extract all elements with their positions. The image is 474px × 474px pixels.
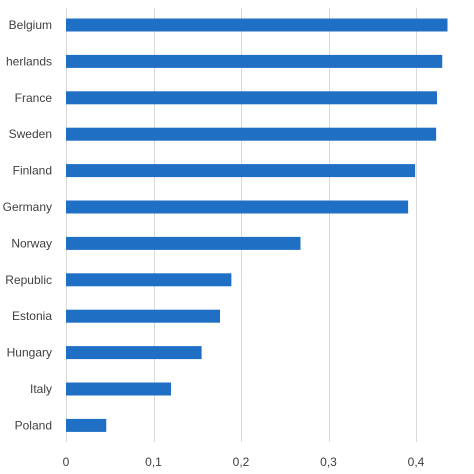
bar-italy [66, 382, 171, 396]
category-label: Poland [15, 418, 52, 432]
bar-finland [66, 164, 416, 178]
x-tick-label: 0,1 [145, 455, 162, 469]
category-label: Sweden [9, 127, 52, 141]
category-label: Finland [13, 164, 52, 178]
bar-hungary [66, 346, 202, 360]
x-tick-label: 0,4 [408, 455, 425, 469]
category-label: Republic [5, 273, 52, 287]
category-label: Hungary [7, 346, 52, 360]
bar-republic [66, 273, 232, 287]
x-tick-label: 0,2 [233, 455, 250, 469]
bars [66, 18, 448, 432]
bar-france [66, 91, 437, 105]
category-labels: Belgium herlands France Sweden Finland German… [3, 18, 53, 432]
bar-estonia [66, 309, 220, 323]
x-tick-label: 0,3 [320, 455, 337, 469]
category-label: Italy [30, 382, 52, 396]
x-tick-label: 0 [63, 455, 70, 469]
bar-norway [66, 236, 301, 250]
bar-poland [66, 418, 107, 432]
gridlines [66, 8, 417, 442]
category-label: France [15, 91, 53, 105]
bar-germany [66, 200, 409, 214]
x-tick-labels: 0 0,1 0,2 0,3 0,4 [63, 455, 425, 469]
category-label: Norway [11, 236, 52, 250]
category-label: Belgium [9, 18, 52, 32]
bar-sweden [66, 127, 437, 141]
category-label: Germany [3, 200, 52, 214]
category-label: Estonia [12, 309, 52, 323]
bar-belgium [66, 18, 448, 32]
category-label: herlands [6, 54, 52, 68]
bar-herlands [66, 54, 443, 68]
